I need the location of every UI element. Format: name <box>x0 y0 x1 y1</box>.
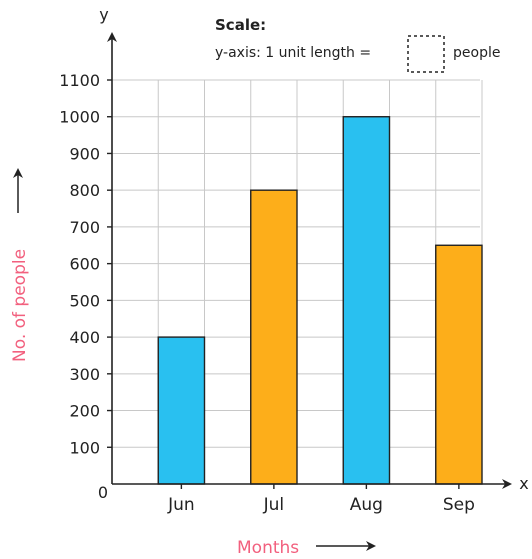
y-tick-label: 1000 <box>59 108 100 127</box>
y-tick-labels: 100 200 300 400 500 600 700 800 900 1000 1100 <box>59 71 112 457</box>
y-tick-label: 600 <box>69 255 100 274</box>
y-tick-label: 1100 <box>59 71 100 90</box>
y-axis-letter: y <box>99 5 108 24</box>
scale-blank-box <box>407 35 445 73</box>
x-tick-label: Jul <box>263 495 285 515</box>
y-tick-label: 400 <box>69 328 100 347</box>
scale-unit: people <box>453 45 500 61</box>
chart-bars <box>157 116 483 485</box>
origin-label: 0 <box>98 483 108 502</box>
y-tick-label: 700 <box>69 218 100 237</box>
bar-aug <box>342 116 391 485</box>
y-tick-label: 800 <box>69 181 100 200</box>
scale-note: Scale: y-axis: 1 unit length = people <box>215 16 500 73</box>
y-axis-title: No. of people <box>10 168 30 362</box>
y-tick-label: 900 <box>69 144 100 163</box>
x-axis-letter: x <box>519 474 528 493</box>
y-tick-label: 200 <box>69 402 100 421</box>
y-tick-label: 100 <box>69 438 100 457</box>
x-tick-label: Jun <box>167 495 195 515</box>
y-axis-label: No. of people <box>10 249 30 362</box>
bar-jul <box>250 189 298 485</box>
x-tick-label: Aug <box>350 495 383 515</box>
y-tick-label: 300 <box>69 365 100 384</box>
x-axis-label: Months <box>237 538 299 558</box>
x-axis-title: Months <box>237 538 376 558</box>
x-tick-label: Sep <box>443 495 475 515</box>
y-tick-label: 500 <box>69 291 100 310</box>
bar-jun <box>157 336 206 485</box>
x-tick-labels: Jun Jul Aug Sep <box>167 484 475 515</box>
scale-text: y-axis: 1 unit length = <box>215 45 371 61</box>
scale-title: Scale: <box>215 16 266 34</box>
bar-sep <box>435 244 483 485</box>
